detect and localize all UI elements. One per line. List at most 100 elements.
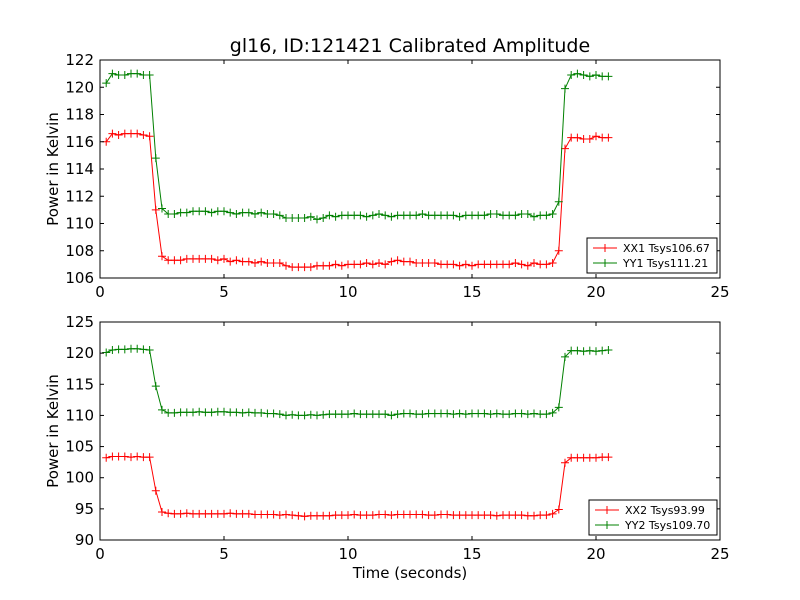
data-point-marker	[300, 214, 309, 223]
data-point-marker	[282, 510, 290, 519]
y-tick-label: 120	[65, 344, 94, 362]
data-point-marker	[579, 347, 588, 356]
data-point-marker	[182, 208, 191, 217]
series-1-2	[102, 69, 613, 224]
data-point-marker	[530, 511, 538, 520]
data-point-marker	[300, 512, 309, 521]
data-point-marker	[244, 208, 253, 217]
data-point-marker	[151, 486, 160, 495]
data-point-marker	[120, 345, 129, 354]
y-tick-label: 110	[65, 215, 94, 233]
data-point-marker	[344, 410, 352, 419]
data-point-marker	[561, 458, 569, 467]
data-point-marker	[561, 84, 569, 93]
data-point-marker	[313, 215, 321, 224]
data-point-marker	[561, 144, 569, 153]
data-point-marker	[257, 408, 266, 417]
data-point-marker	[381, 260, 390, 269]
data-point-marker	[517, 260, 526, 269]
data-point-marker	[461, 410, 470, 419]
data-point-marker	[387, 257, 396, 266]
data-point-marker	[554, 403, 563, 412]
y-axis-label: Power in Kelvin	[44, 112, 62, 226]
data-point-marker	[511, 259, 520, 268]
data-point-marker	[573, 346, 582, 355]
data-point-marker	[319, 410, 328, 419]
legend-marker	[601, 259, 609, 267]
data-point-marker	[530, 212, 538, 221]
data-point-marker	[306, 410, 315, 419]
data-point-marker	[226, 208, 235, 217]
data-point-marker	[381, 410, 390, 419]
y-tick-label: 118	[65, 106, 94, 124]
data-point-marker	[530, 409, 538, 418]
data-point-marker	[585, 72, 594, 81]
data-point-marker	[554, 246, 563, 255]
data-point-marker	[592, 132, 600, 141]
data-point-marker	[418, 209, 427, 218]
x-tick-label: 25	[710, 545, 729, 563]
legend-marker	[603, 506, 611, 514]
data-point-marker	[325, 211, 334, 220]
data-point-marker	[238, 408, 247, 417]
data-point-marker	[406, 257, 414, 266]
data-point-marker	[554, 505, 563, 514]
data-point-marker	[108, 129, 117, 138]
y-tick-label: 120	[65, 78, 94, 96]
x-tick-label: 0	[95, 283, 105, 301]
data-point-marker	[207, 254, 216, 263]
data-point-marker	[387, 212, 396, 221]
x-tick-label: 5	[219, 283, 229, 301]
data-point-marker	[548, 259, 557, 268]
data-point-marker	[350, 409, 359, 418]
data-point-marker	[220, 207, 228, 216]
data-point-marker	[244, 509, 253, 518]
data-point-marker	[102, 453, 111, 462]
data-point-marker	[151, 205, 160, 214]
data-point-marker	[542, 410, 551, 419]
data-point-marker	[158, 204, 166, 213]
data-point-marker	[449, 260, 458, 269]
legend-marker	[603, 521, 611, 529]
chart-panel-top: 0 5 10 15 20 25 106 108 110 112 114 116 118 120 122 gl1…	[44, 35, 730, 301]
data-point-marker	[313, 411, 321, 420]
data-point-marker	[430, 511, 439, 520]
data-point-marker	[139, 345, 148, 354]
data-point-marker	[592, 453, 600, 462]
x-tick-label: 10	[338, 283, 357, 301]
data-point-marker	[449, 410, 458, 419]
y-tick-label: 95	[75, 500, 94, 518]
data-point-marker	[592, 70, 600, 79]
y-tick-label: 110	[65, 406, 94, 424]
data-point-marker	[145, 346, 154, 355]
data-point-marker	[269, 409, 278, 418]
data-point-marker	[455, 261, 464, 270]
data-point-marker	[294, 511, 303, 520]
data-point-marker	[598, 346, 607, 355]
data-point-marker	[561, 352, 569, 361]
data-point-marker	[275, 259, 284, 268]
data-point-marker	[368, 211, 377, 220]
data-point-marker	[207, 208, 216, 217]
data-point-marker	[517, 409, 526, 418]
data-point-marker	[282, 261, 290, 270]
data-point-marker	[368, 260, 377, 269]
data-point-marker	[164, 509, 173, 518]
data-point-marker	[114, 130, 123, 139]
x-tick-label: 15	[462, 283, 481, 301]
data-point-marker	[176, 256, 185, 265]
data-point-marker	[306, 212, 315, 221]
data-point-marker	[220, 407, 228, 416]
data-point-marker	[449, 211, 458, 220]
plot-frame	[99, 321, 721, 541]
legend-entry-label: YY2 Tsys109.70	[624, 519, 710, 532]
x-tick-label: 25	[710, 283, 729, 301]
data-point-marker	[393, 410, 402, 419]
data-point-marker	[151, 382, 160, 391]
data-point-marker	[455, 212, 464, 221]
data-point-marker	[120, 452, 129, 461]
x-tick-label: 10	[338, 545, 357, 563]
data-point-marker	[220, 509, 228, 518]
data-point-marker	[275, 211, 284, 220]
y-tick-label: 125	[65, 313, 94, 331]
